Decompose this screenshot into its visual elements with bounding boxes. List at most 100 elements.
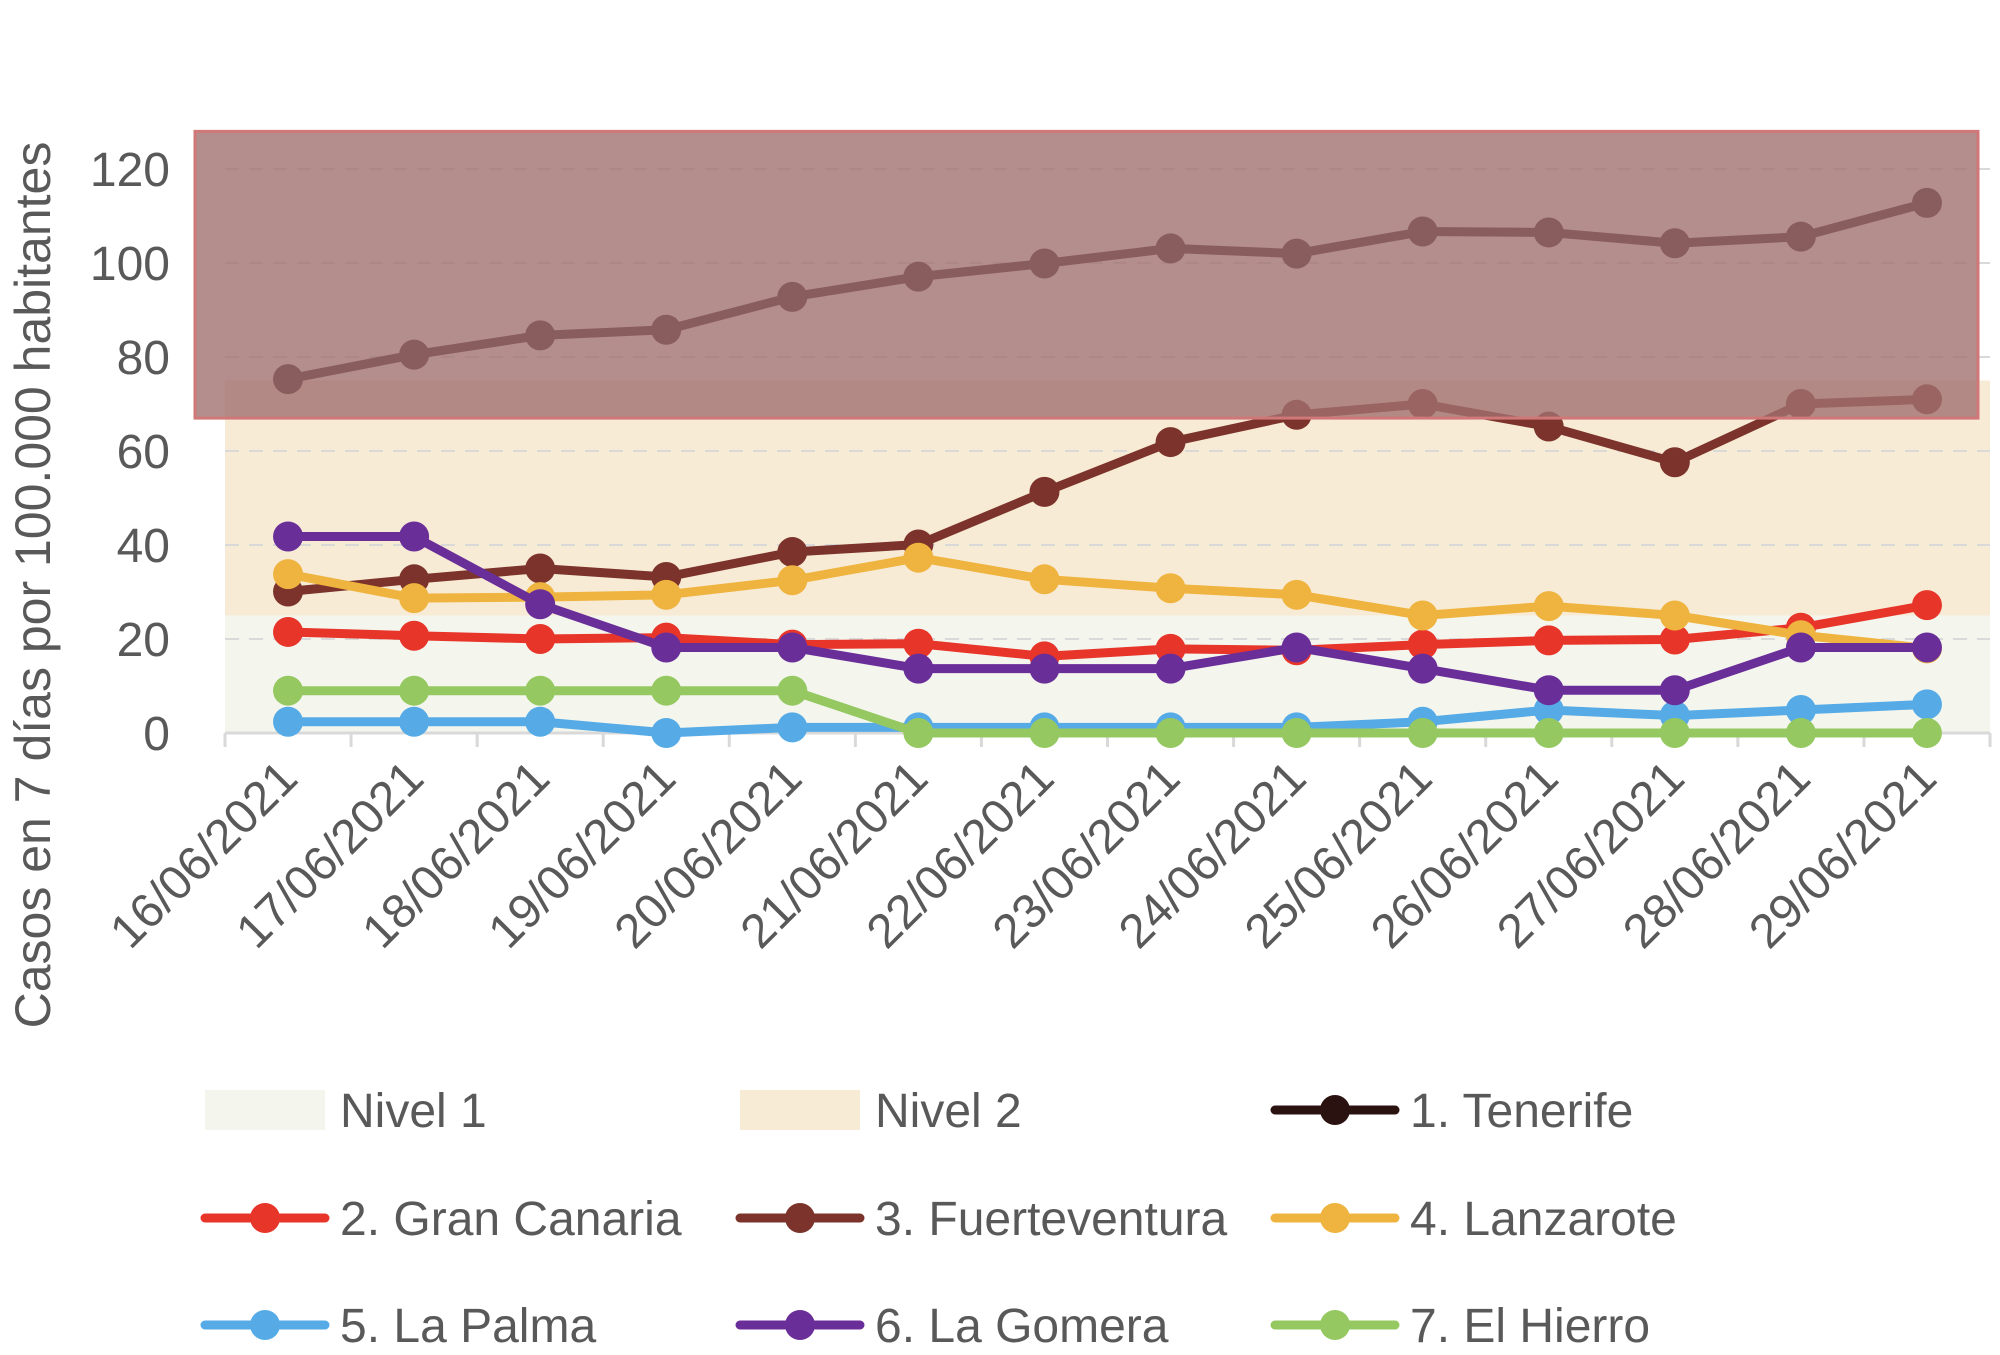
data-point bbox=[399, 521, 430, 552]
data-point bbox=[1155, 573, 1186, 604]
data-point bbox=[1281, 579, 1312, 610]
data-point bbox=[1029, 718, 1060, 748]
x-tick-labels: 16/06/202117/06/202118/06/202119/06/2021… bbox=[100, 751, 1946, 958]
overlay-band bbox=[193, 129, 1980, 420]
data-point bbox=[777, 632, 808, 663]
data-point bbox=[273, 559, 304, 590]
series-line bbox=[283, 699, 1932, 738]
data-point bbox=[525, 553, 556, 584]
legend-item-la-palma: 5. La Palma bbox=[200, 1300, 596, 1353]
data-point bbox=[525, 706, 556, 737]
data-point bbox=[1029, 476, 1060, 507]
series-line bbox=[283, 394, 1932, 597]
legend-item-tenerife: 1. Tenerife bbox=[1270, 1085, 1633, 1138]
legend-marker bbox=[785, 1203, 815, 1233]
data-point bbox=[1407, 653, 1438, 684]
data-point bbox=[525, 675, 556, 706]
data-point bbox=[1659, 600, 1690, 631]
data-point bbox=[777, 537, 808, 568]
data-point bbox=[1533, 625, 1564, 656]
data-point bbox=[399, 583, 430, 614]
legend-item-nivel-2: Nivel 2 bbox=[740, 1085, 1022, 1138]
high-risk-band bbox=[193, 129, 1980, 420]
series-el-hierro bbox=[273, 675, 1942, 748]
data-point bbox=[1281, 632, 1312, 663]
legend: Nivel 1 Nivel 2 1. Tenerife 2. Gran Canaria… bbox=[200, 1085, 1677, 1353]
data-point bbox=[1029, 653, 1060, 684]
data-point bbox=[399, 706, 430, 737]
series-line bbox=[283, 532, 1932, 695]
series-lanzarote bbox=[273, 542, 1942, 664]
data-point bbox=[1533, 718, 1564, 748]
y-axis-label: Casos en 7 días por 100.000 habitantes bbox=[5, 142, 61, 1029]
data-point bbox=[1911, 689, 1942, 720]
y-tick-label: 40 bbox=[117, 520, 170, 573]
data-point bbox=[1911, 590, 1942, 621]
data-point bbox=[1785, 632, 1816, 663]
data-point bbox=[903, 542, 934, 573]
data-point bbox=[273, 521, 304, 552]
y-tick-label: 60 bbox=[117, 426, 170, 479]
legend-item-la-gomera: 6. La Gomera bbox=[735, 1300, 1169, 1353]
series-line bbox=[283, 553, 1932, 653]
legend-swatch bbox=[205, 1090, 325, 1130]
series-la-gomera bbox=[273, 521, 1942, 706]
legend-marker bbox=[250, 1310, 280, 1340]
y-tick-label: 120 bbox=[90, 144, 170, 197]
data-point bbox=[777, 565, 808, 596]
legend-marker bbox=[1320, 1310, 1350, 1340]
legend-item-lanzarote: 4. Lanzarote bbox=[1270, 1193, 1677, 1246]
series-line bbox=[283, 686, 1932, 738]
legend-marker bbox=[250, 1203, 280, 1233]
data-point bbox=[651, 632, 682, 663]
data-point bbox=[1029, 564, 1060, 595]
data-point bbox=[1407, 629, 1438, 660]
data-point bbox=[1785, 694, 1816, 725]
data-point bbox=[1155, 653, 1186, 684]
legend-label: 7. El Hierro bbox=[1410, 1300, 1650, 1353]
legend-swatch bbox=[740, 1090, 860, 1130]
data-point bbox=[651, 579, 682, 610]
legend-item-el-hierro: 7. El Hierro bbox=[1270, 1300, 1650, 1353]
y-tick-label: 80 bbox=[117, 332, 170, 385]
legend-label: 6. La Gomera bbox=[875, 1300, 1169, 1353]
series-line bbox=[283, 600, 1932, 661]
data-point bbox=[903, 718, 934, 748]
y-tick-label: 20 bbox=[117, 614, 170, 667]
legend-marker bbox=[1320, 1095, 1350, 1125]
data-point bbox=[1785, 718, 1816, 748]
data-point bbox=[1659, 447, 1690, 478]
data-point bbox=[1155, 427, 1186, 458]
legend-item-fuerteventura: 3. Fuerteventura bbox=[735, 1193, 1228, 1246]
data-point bbox=[1155, 718, 1186, 748]
data-point bbox=[651, 718, 682, 748]
legend-item-nivel-1: Nivel 1 bbox=[205, 1085, 487, 1138]
data-point bbox=[777, 712, 808, 743]
data-point bbox=[1911, 718, 1942, 748]
data-point bbox=[1407, 718, 1438, 748]
legend-label: Nivel 2 bbox=[875, 1085, 1022, 1138]
series-gran-canaria bbox=[273, 590, 1942, 672]
y-tick-label: 0 bbox=[143, 708, 170, 761]
legend-label: 5. La Palma bbox=[340, 1300, 596, 1353]
data-point bbox=[399, 620, 430, 651]
legend-label: 2. Gran Canaria bbox=[340, 1193, 682, 1246]
legend-label: 4. Lanzarote bbox=[1410, 1193, 1677, 1246]
data-point bbox=[273, 675, 304, 706]
y-tick-label: 100 bbox=[90, 238, 170, 291]
legend-marker bbox=[785, 1310, 815, 1340]
data-point bbox=[1533, 591, 1564, 622]
data-point bbox=[1407, 600, 1438, 631]
data-point bbox=[903, 628, 934, 659]
data-point bbox=[399, 675, 430, 706]
data-point bbox=[1911, 632, 1942, 663]
data-point bbox=[273, 616, 304, 647]
data-point bbox=[777, 675, 808, 706]
data-point bbox=[651, 675, 682, 706]
data-point bbox=[525, 624, 556, 654]
data-point bbox=[273, 706, 304, 737]
threshold-bands bbox=[225, 380, 1990, 733]
legend-label: 3. Fuerteventura bbox=[875, 1193, 1228, 1246]
y-tick-labels: 0 20 40 60 80 100 120 bbox=[90, 144, 170, 761]
